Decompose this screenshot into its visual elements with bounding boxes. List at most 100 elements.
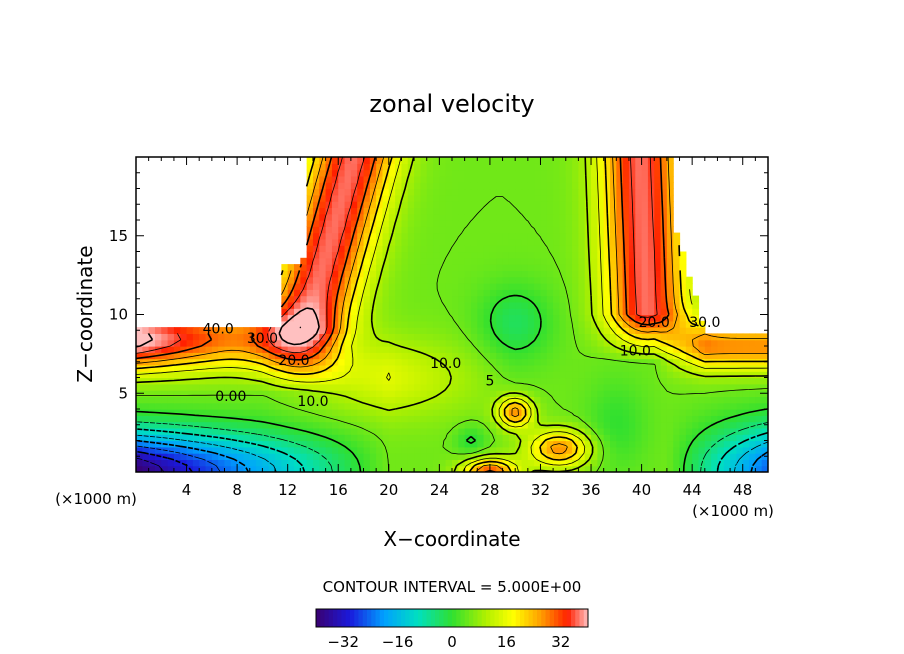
field-cell — [433, 409, 440, 416]
field-cell — [755, 409, 763, 416]
field-cell — [527, 402, 535, 410]
field-cell — [205, 346, 213, 353]
field-cell — [243, 390, 251, 397]
field-cell — [540, 409, 548, 416]
field-cell — [420, 371, 428, 379]
field-cell — [350, 245, 358, 253]
field-cell — [287, 371, 295, 379]
field-cell — [572, 295, 579, 303]
field-cell — [527, 371, 535, 379]
field-cell — [382, 459, 390, 467]
colorbar-segment — [520, 609, 525, 627]
field-cell — [591, 327, 598, 334]
field-cell — [521, 390, 529, 397]
field-cell — [477, 371, 485, 379]
field-cell — [685, 327, 693, 334]
field-cell — [622, 220, 630, 227]
x-unit-left: (×1000 m) — [55, 490, 137, 508]
field-cell — [401, 446, 409, 454]
field-cell — [401, 352, 409, 360]
field-cell — [496, 163, 504, 171]
field-cell — [730, 453, 737, 460]
field-cell — [660, 301, 668, 309]
field-cell — [414, 213, 421, 221]
field-cell — [275, 327, 282, 334]
field-cell — [426, 220, 434, 227]
field-cell — [256, 434, 263, 442]
field-cell — [502, 440, 510, 448]
field-cell — [654, 339, 662, 347]
field-cell — [338, 188, 346, 196]
field-cell — [426, 446, 434, 454]
contour-line — [136, 157, 768, 472]
field-cell — [369, 434, 377, 442]
field-cell — [237, 409, 245, 416]
field-cell — [306, 364, 314, 372]
field-cell — [344, 169, 352, 177]
field-cell — [591, 295, 598, 303]
field-cell — [546, 402, 554, 410]
field-cell — [660, 453, 668, 460]
field-cell — [395, 390, 403, 397]
field-cell — [673, 320, 681, 328]
field-cell — [205, 358, 213, 366]
field-cell — [167, 434, 175, 442]
field-cell — [704, 396, 712, 404]
field-cell — [723, 339, 731, 347]
field-cell — [414, 377, 421, 385]
field-cell — [730, 415, 737, 423]
field-cell — [414, 346, 421, 353]
field-cell — [452, 383, 459, 391]
field-cell — [654, 409, 662, 416]
field-cell — [647, 459, 655, 467]
x-tick-label: 36 — [581, 481, 600, 499]
field-cell — [249, 427, 257, 435]
colorbar-segment — [494, 609, 500, 627]
field-cell — [521, 446, 529, 454]
field-cell — [142, 371, 150, 379]
field-cell — [591, 201, 598, 208]
field-cell — [268, 346, 276, 353]
field-cell — [192, 446, 200, 454]
field-cell — [711, 383, 719, 391]
field-cell — [508, 301, 516, 309]
field-cell — [647, 264, 655, 271]
field-cell — [452, 339, 459, 347]
field-cell — [565, 459, 573, 467]
field-cell — [591, 352, 598, 360]
field-cell — [496, 446, 504, 454]
field-cell — [502, 459, 510, 467]
field-cell — [736, 453, 744, 460]
field-cell — [199, 390, 207, 397]
field-cell — [230, 346, 238, 353]
field-cell — [331, 427, 339, 435]
field-cell — [287, 383, 295, 391]
field-cell — [458, 257, 466, 265]
field-cell — [350, 327, 358, 334]
field-cell — [388, 289, 396, 297]
field-cell — [679, 251, 687, 259]
field-cell — [237, 333, 245, 341]
field-cell — [704, 346, 712, 353]
field-cell — [395, 434, 403, 442]
field-cell — [262, 358, 270, 366]
field-cell — [502, 276, 510, 284]
field-cell — [338, 383, 346, 391]
field-cell — [186, 427, 194, 435]
contour-label: 30.0 — [247, 331, 278, 347]
field-cell — [395, 465, 403, 472]
field-cell — [572, 333, 579, 341]
field-cell — [433, 390, 440, 397]
field-cell — [515, 283, 523, 290]
field-cell — [666, 314, 674, 322]
field-cell — [186, 333, 194, 341]
field-cell — [553, 358, 561, 366]
field-cell — [180, 415, 188, 423]
contour-label: 5 — [485, 373, 494, 389]
field-cell — [312, 421, 320, 429]
field-cell — [452, 440, 459, 448]
field-cell — [641, 446, 649, 454]
field-cell — [312, 333, 320, 341]
field-cell — [540, 226, 548, 234]
field-cell — [502, 364, 510, 372]
